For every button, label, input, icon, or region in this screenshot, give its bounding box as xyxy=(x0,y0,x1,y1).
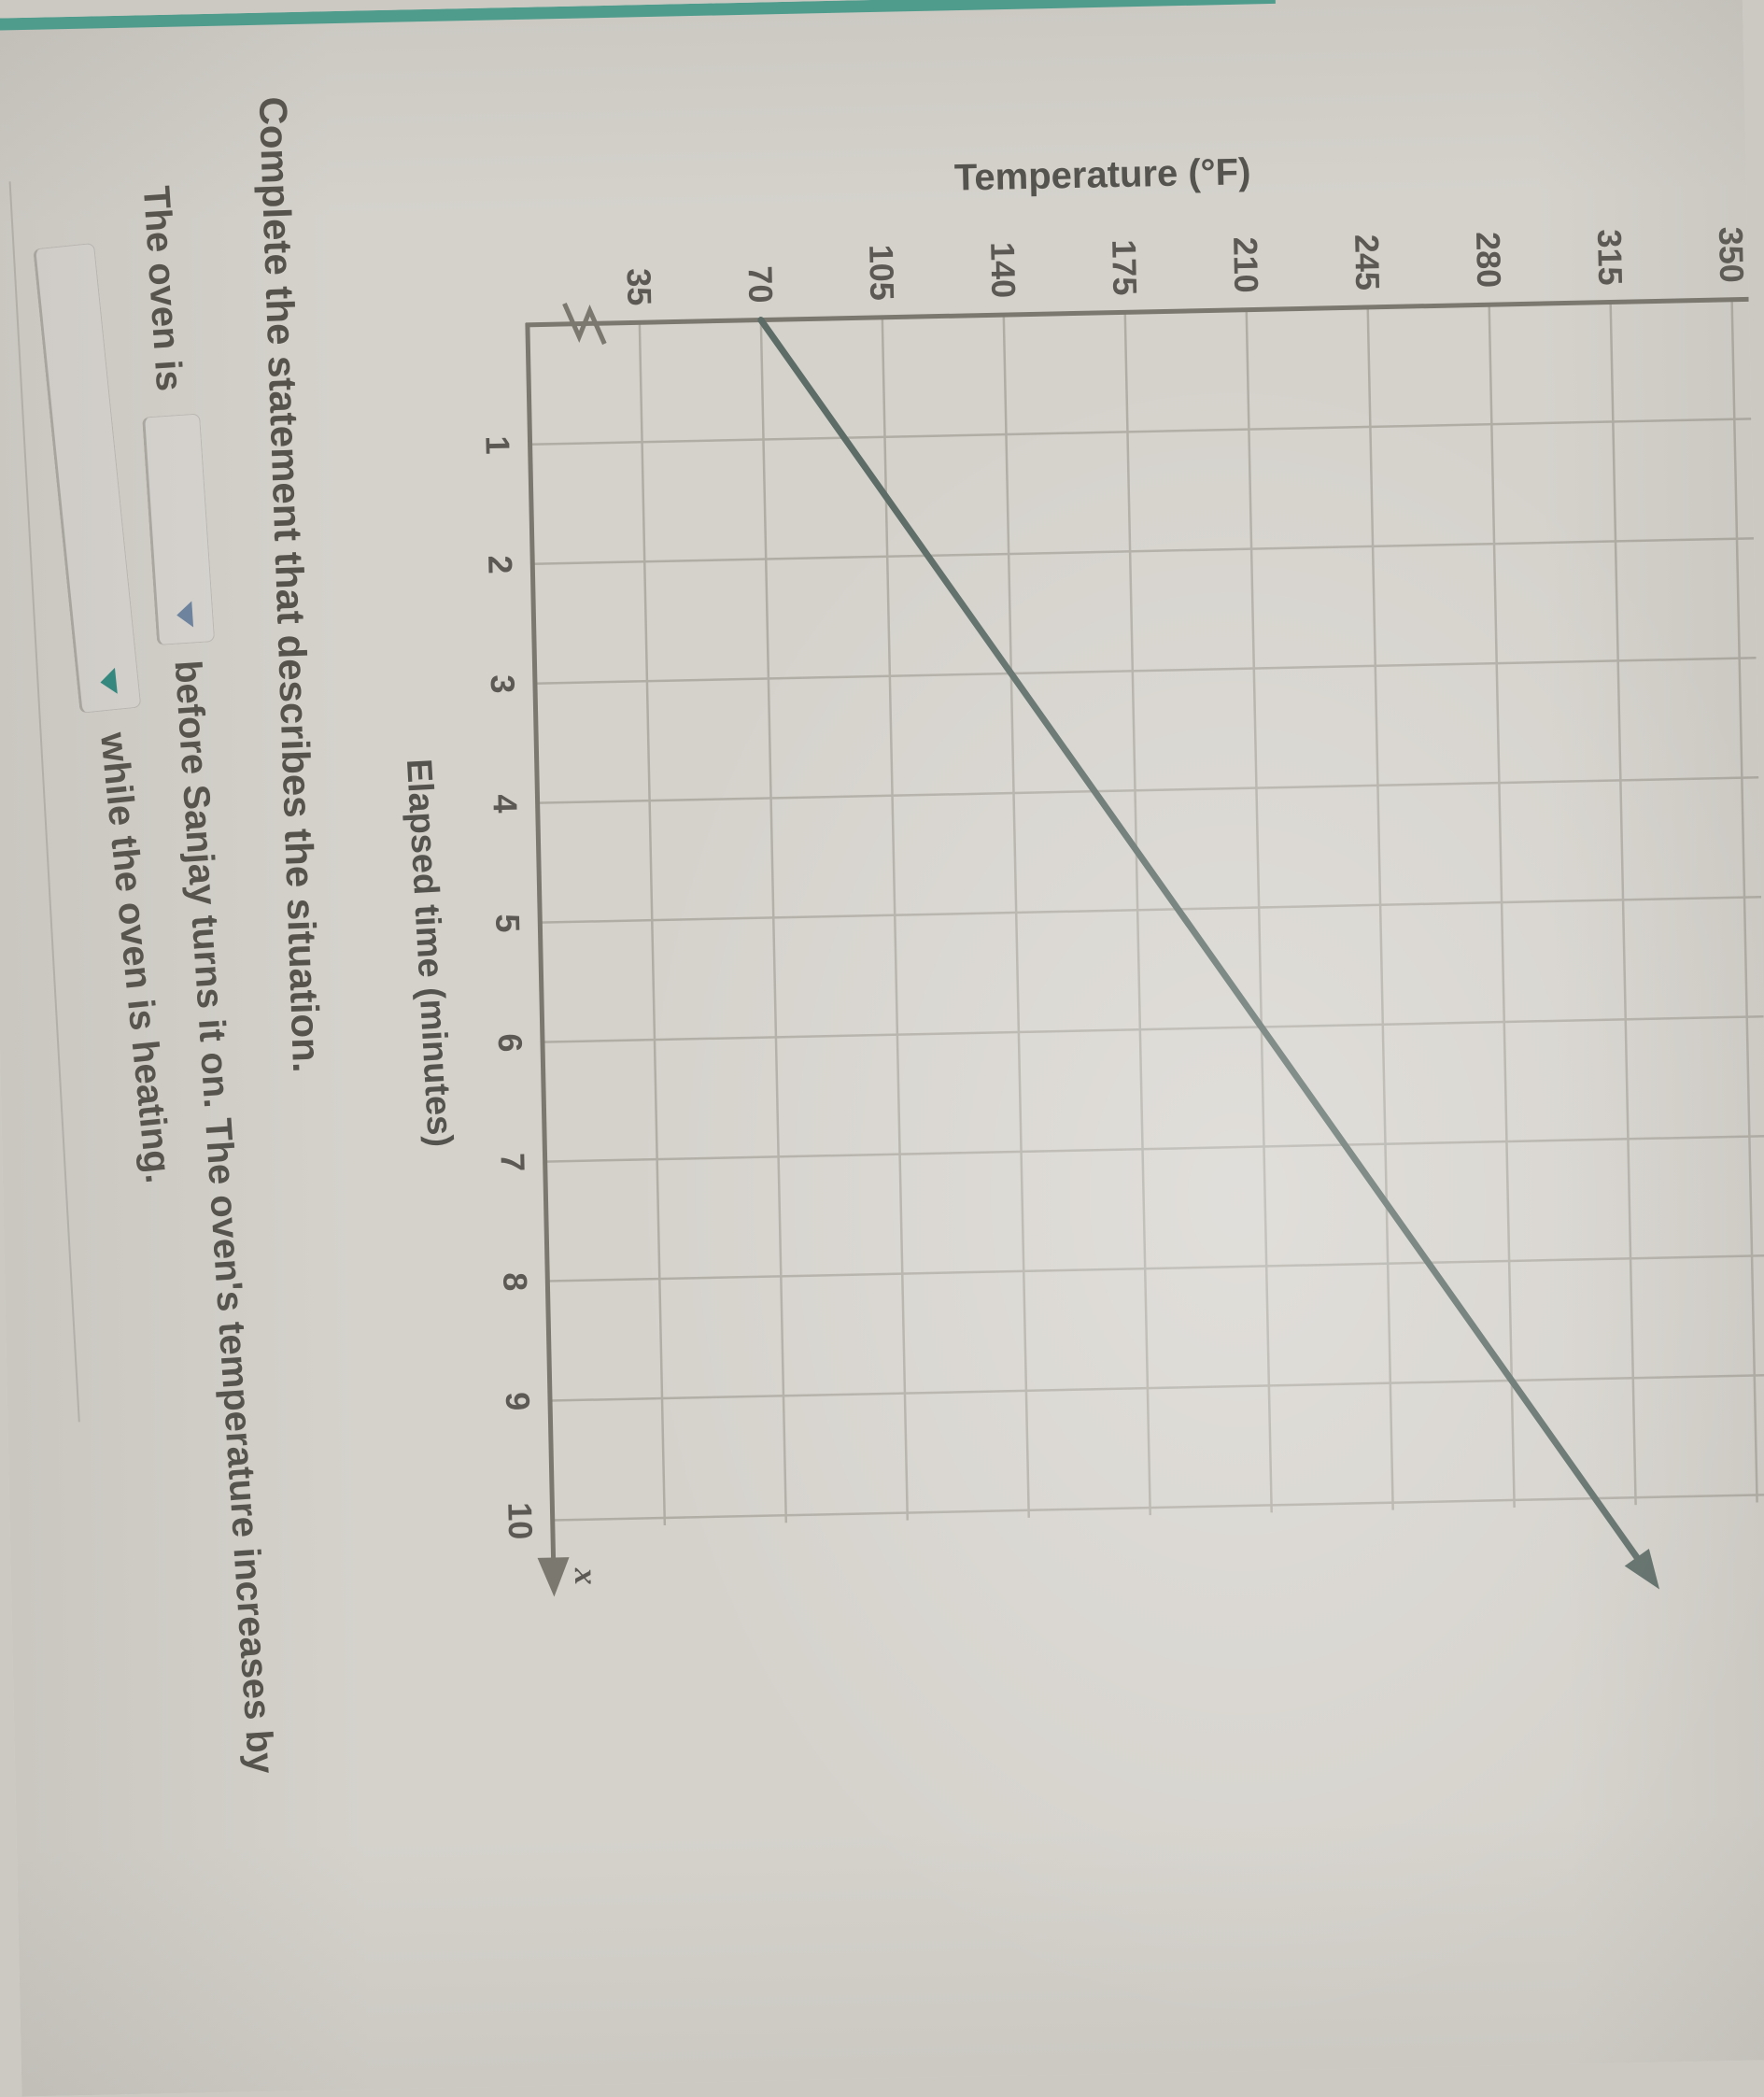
gridline-temp xyxy=(1488,305,1516,1508)
gridline-time xyxy=(544,1134,1764,1163)
gridline-temp xyxy=(1366,306,1394,1510)
gridline-time xyxy=(547,1254,1764,1282)
y-tick-label: 210 xyxy=(1226,236,1266,294)
gridline-time xyxy=(552,1493,1764,1522)
gridline-temp xyxy=(638,322,667,1526)
x-tick-label: 1 xyxy=(478,435,517,455)
temperature-line xyxy=(757,317,1641,1561)
y-tick-label: 70 xyxy=(741,265,781,304)
gridline-time xyxy=(550,1373,1764,1402)
x-tick-label: 9 xyxy=(498,1391,538,1411)
y-tick-label: 140 xyxy=(983,241,1023,299)
gridline-temp xyxy=(1002,315,1031,1518)
x-tick-label: 5 xyxy=(488,913,528,933)
y-axis-line xyxy=(525,296,1749,328)
y-tick-label: 35 xyxy=(619,267,659,306)
x-axis-arrowhead xyxy=(537,1557,570,1597)
x-tick-label: 10 xyxy=(501,1501,541,1540)
y-axis-title: Temperature (°F) xyxy=(953,151,1251,199)
gridline-time xyxy=(532,537,1755,565)
x-axis-line xyxy=(525,322,557,1560)
statement-part-1: The oven is xyxy=(135,184,191,393)
y-tick-label: 280 xyxy=(1469,231,1509,289)
gridline-time xyxy=(542,1014,1764,1043)
x-tick-label: 6 xyxy=(490,1032,530,1053)
gridline-temp xyxy=(1609,302,1637,1506)
y-tick-label: 350 xyxy=(1711,226,1752,284)
temperature-line-arrowhead xyxy=(1624,1548,1660,1590)
y-tick-label: 245 xyxy=(1348,234,1388,291)
gridline-time xyxy=(534,657,1757,685)
chevron-down-icon xyxy=(99,667,119,696)
x-tick-label: 8 xyxy=(496,1271,535,1292)
x-tick-label: 7 xyxy=(493,1152,532,1172)
axis-break-icon xyxy=(562,302,607,346)
gridline-temp xyxy=(759,319,788,1523)
x-tick-label: 3 xyxy=(483,673,523,694)
gridline-temp xyxy=(1123,312,1151,1516)
gridline-temp xyxy=(1245,309,1273,1513)
y-tick-label: 175 xyxy=(1105,238,1145,296)
gridline-temp xyxy=(881,317,910,1521)
gridline-time xyxy=(529,418,1752,446)
x-tick-label: 2 xyxy=(481,555,520,574)
chevron-down-icon xyxy=(176,601,194,629)
x-tick-label: 4 xyxy=(486,793,525,814)
gridline-time xyxy=(540,895,1762,924)
y-tick-label: 105 xyxy=(862,244,902,302)
y-tick-label: 315 xyxy=(1590,228,1630,286)
gridline-time xyxy=(537,776,1759,804)
x-axis-arrow-label: x xyxy=(567,1567,606,1586)
gridline-temp xyxy=(1730,299,1758,1503)
